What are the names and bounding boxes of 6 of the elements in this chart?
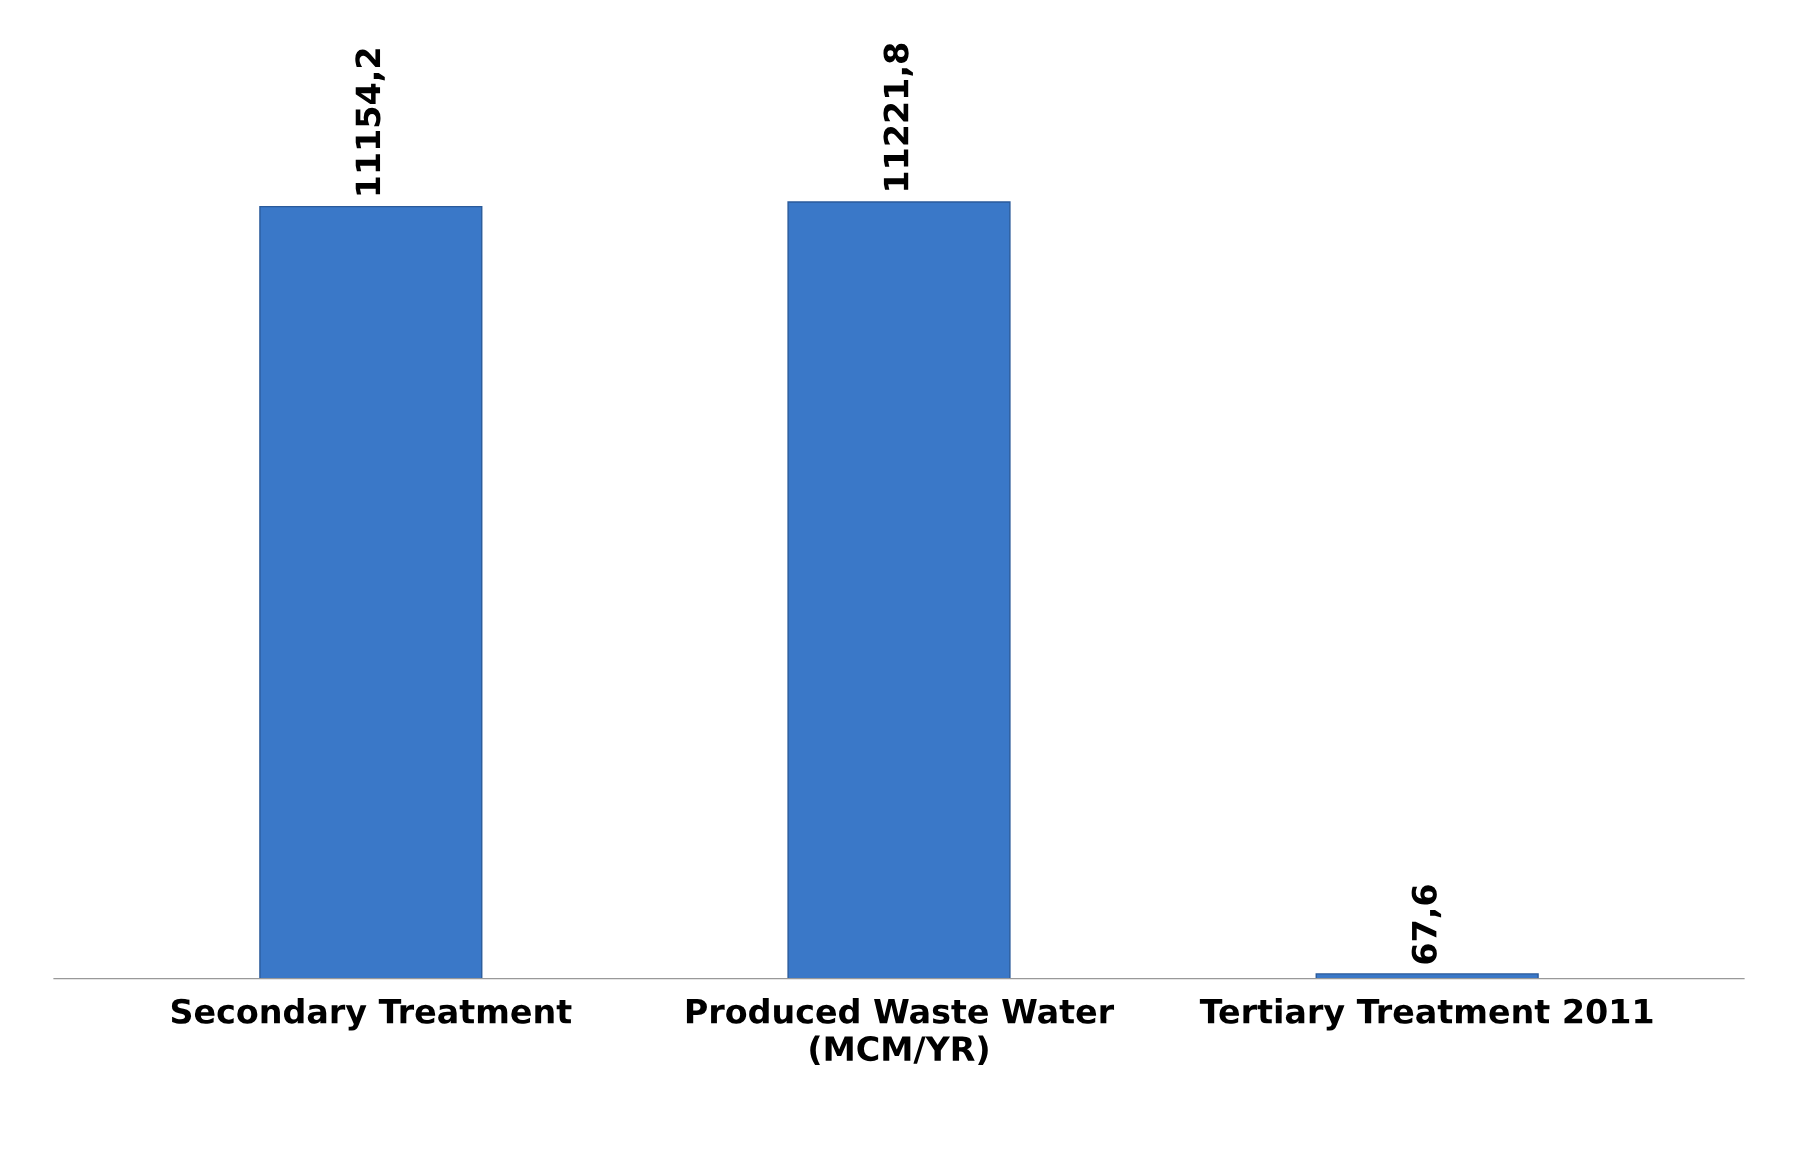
x-tick-label: Tertiary Treatment 2011 bbox=[1199, 998, 1653, 1031]
data-label: 11154,2 bbox=[355, 49, 385, 195]
x-tick-label: Secondary Treatment bbox=[171, 998, 572, 1031]
x-tick-label: Produced Waste Water (MCM/YR) bbox=[686, 998, 1115, 1066]
data-label: 67,6 bbox=[1411, 885, 1442, 964]
data-label: 11221,8 bbox=[883, 43, 913, 190]
